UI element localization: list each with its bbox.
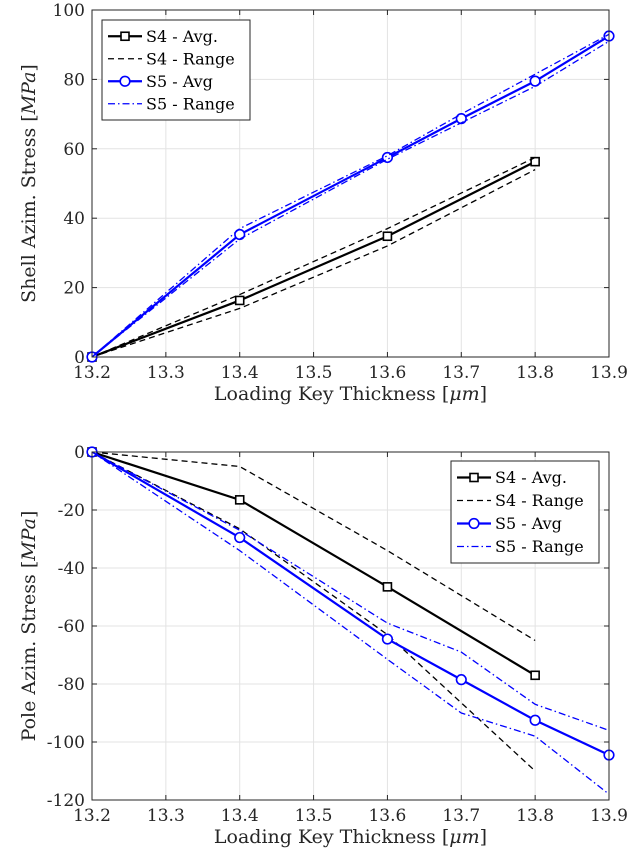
series-line <box>91 450 536 677</box>
y-tick-label: -40 <box>58 559 85 579</box>
x-tick-label: 13.2 <box>73 806 111 826</box>
legend-label: S5 - Range <box>146 94 235 113</box>
legend-label: S4 - Avg. <box>495 468 567 487</box>
y-tick-label: -20 <box>58 501 85 521</box>
x-tick-label: 13.3 <box>147 363 185 383</box>
x-tick-label: 13.4 <box>221 363 259 383</box>
data-point-circle <box>381 633 394 645</box>
y-tick-label: 0 <box>74 348 85 368</box>
legend-marker-circle <box>468 517 480 530</box>
y-axis-label: Pole Azim. Stress [MPa] <box>18 511 40 742</box>
x-tick-label: 13.6 <box>368 363 406 383</box>
axes-frame <box>91 9 610 358</box>
series-line <box>91 451 610 732</box>
legend-label: S4 - Avg. <box>146 27 218 46</box>
legend-marker-square <box>469 472 479 483</box>
x-axis-label: Loading Key Thickness [μm] <box>214 383 487 405</box>
series-line <box>91 160 536 359</box>
legend: S4 - Avg. S4 - Range S5 - Avg S5 - Range <box>101 19 251 121</box>
y-tick-label: 0 <box>74 443 85 463</box>
x-axis-label: Loading Key Thickness [μm] <box>214 826 487 848</box>
x-tick-label: 13.5 <box>295 363 333 383</box>
x-tick-label: 13.9 <box>590 806 628 826</box>
legend-marker-square <box>120 31 130 42</box>
data-point-square <box>234 495 245 505</box>
x-tick-label: 13.7 <box>442 363 480 383</box>
legend-label: S5 - Range <box>495 537 584 556</box>
data-point-circle <box>529 75 541 87</box>
series-line <box>91 156 536 358</box>
x-tick-label: 13.4 <box>221 806 259 826</box>
y-tick-label: -100 <box>47 733 85 753</box>
legend-label: S5 - Avg <box>495 514 562 533</box>
pole-azim-stress-chart: 13.2 13.3 13.4 13.5 13.6 13.7 13.8 13.9 0 -20 -40 -… <box>18 443 628 848</box>
data-point-square <box>234 295 245 306</box>
data-point-square <box>382 582 393 592</box>
y-tick-label: 100 <box>53 1 85 21</box>
data-point-square <box>382 231 393 242</box>
data-point-square <box>530 670 540 681</box>
y-tick-label: 60 <box>63 140 85 160</box>
y-tick-label: -120 <box>47 791 85 811</box>
y-axis-label: Shell Azim. Stress [MPa] <box>18 64 40 303</box>
x-tick-label: 13.8 <box>516 363 554 383</box>
data-point-circle <box>455 674 467 686</box>
series-line <box>91 35 610 358</box>
x-tick-label: 13.8 <box>516 806 554 826</box>
x-tick-label: 13.5 <box>295 806 333 826</box>
y-tick-label: 40 <box>63 209 85 229</box>
legend-label: S4 - Range <box>495 491 584 510</box>
data-point-circle <box>529 714 541 726</box>
data-point-square <box>530 156 540 167</box>
x-tick-label: 13.9 <box>590 363 628 383</box>
y-tick-label: -80 <box>58 675 85 695</box>
x-tick-label: 13.2 <box>73 363 111 383</box>
series-line <box>91 40 610 358</box>
legend-marker-circle <box>119 75 131 87</box>
y-tick-label: -60 <box>58 617 85 637</box>
series-line <box>91 451 536 642</box>
data-point-circle <box>234 531 246 544</box>
x-tick-label: 13.3 <box>147 806 185 826</box>
legend: S4 - Avg. S4 - Range S5 - Avg S5 - Range <box>450 460 600 564</box>
y-tick-label: 20 <box>63 279 85 299</box>
legend-label: S4 - Range <box>146 49 235 68</box>
x-tick-label: 13.7 <box>442 806 480 826</box>
series-line <box>91 451 610 757</box>
y-tick-label: 80 <box>63 70 85 90</box>
series-line <box>91 451 610 795</box>
x-tick-label: 13.6 <box>368 806 406 826</box>
series-line <box>91 33 610 358</box>
legend-label: S5 - Avg <box>146 72 213 91</box>
shell-azim-stress-chart: 13.2 13.3 13.4 13.5 13.6 13.7 13.8 13.9 0 20 40 60 8… <box>18 1 628 405</box>
series-line <box>91 169 536 358</box>
